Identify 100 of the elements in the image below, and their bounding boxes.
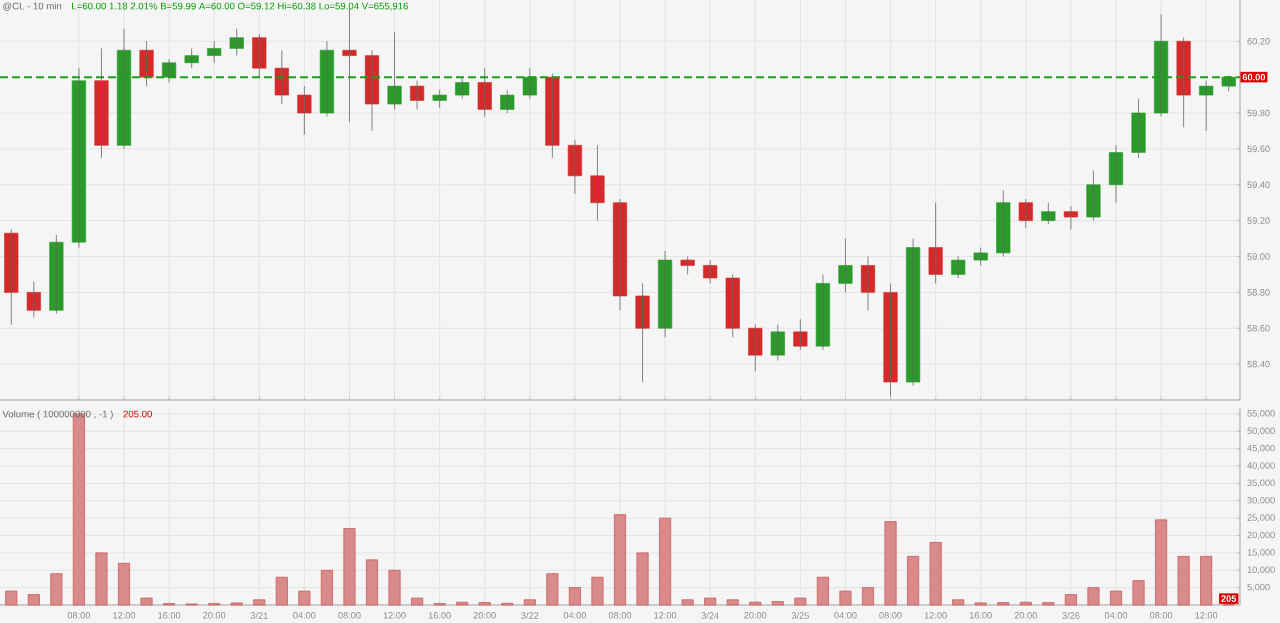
y-tick-label: 60.20 — [1247, 37, 1270, 45]
x-tick-label: 3/21 — [250, 612, 268, 619]
y-tick-label: 50,000 — [1247, 427, 1275, 436]
x-tick-label: 12:00 — [654, 612, 677, 619]
bar — [1087, 587, 1100, 606]
bar — [117, 562, 131, 606]
bar — [253, 599, 266, 606]
bar — [681, 599, 694, 606]
candlestick — [815, 274, 830, 351]
bar — [659, 517, 672, 606]
bar — [1064, 594, 1077, 606]
x-tick-label: 20:00 — [473, 612, 496, 619]
x-tick-label: 04:00 — [293, 612, 316, 619]
y-tick-label: 58.80 — [1247, 289, 1270, 296]
bar — [298, 590, 311, 606]
candlestick — [703, 259, 718, 284]
bar — [884, 521, 897, 606]
x-tick-label: 3/25 — [791, 612, 809, 619]
x-tick-label: 16:00 — [158, 612, 181, 619]
candlestick — [26, 281, 41, 318]
candlestick — [996, 189, 1011, 257]
bar — [749, 601, 762, 606]
candlestick — [951, 256, 966, 279]
candlestick — [1086, 170, 1101, 222]
bar — [1042, 602, 1055, 606]
candlestick — [477, 67, 492, 117]
candlestick — [1199, 80, 1214, 132]
bar — [952, 599, 965, 606]
bar — [839, 590, 852, 606]
data-label: 205 — [1221, 595, 1237, 602]
bar — [230, 602, 243, 606]
candlestick — [1131, 98, 1146, 159]
bar — [613, 514, 627, 606]
bar — [636, 552, 649, 606]
candlestick — [184, 48, 199, 69]
x-tick-label: 3/26 — [1062, 612, 1080, 619]
x-tick-label: 12:00 — [113, 612, 136, 619]
bar — [568, 587, 581, 606]
bar — [50, 573, 63, 606]
candlestick — [49, 234, 64, 315]
chart-title: Volume ( 100000000 , -1 ) — [2, 410, 113, 420]
ref-line-label: 60.00 — [1242, 73, 1266, 81]
chart-subtitle: L=60.00 1.18 2.01% B=59.99 A=60.00 O=59.12 Hi=60.38 Lo=59.04 V=655,916 — [72, 2, 408, 11]
y-tick-label: 59.40 — [1247, 181, 1270, 189]
y-tick-label: 20,000 — [1247, 531, 1275, 540]
bar — [1177, 555, 1190, 606]
candlestick — [274, 49, 289, 105]
bar — [140, 597, 153, 606]
candlestick — [793, 318, 808, 351]
chart-title: @CL - 10 min — [3, 2, 62, 11]
x-tick-label: 04:00 — [834, 612, 857, 619]
y-tick-label: 58.60 — [1247, 324, 1270, 332]
bar — [929, 542, 942, 606]
candlestick — [207, 40, 222, 64]
y-tick-label: 35,000 — [1247, 479, 1275, 488]
candlestick — [658, 250, 673, 338]
x-tick-label: 3/22 — [521, 612, 539, 619]
candlestick — [94, 48, 109, 159]
bar — [320, 569, 333, 606]
bar — [1132, 580, 1145, 606]
bar — [861, 587, 875, 606]
bar — [1019, 601, 1032, 606]
candlestick — [748, 324, 763, 372]
bar — [1200, 555, 1213, 606]
x-tick-label: 20:00 — [1014, 612, 1037, 619]
x-tick-label: 04:00 — [563, 612, 587, 619]
candlestick — [1176, 37, 1191, 128]
x-tick-label: 08:00 — [338, 612, 361, 619]
bar — [275, 576, 288, 606]
candlestick — [545, 73, 560, 159]
y-tick-label: 59.80 — [1247, 109, 1270, 117]
bar — [704, 597, 717, 606]
bar — [411, 597, 424, 606]
x-tick-label: 3/24 — [701, 612, 719, 619]
y-tick-label: 10,000 — [1247, 566, 1275, 575]
bar — [1109, 590, 1123, 606]
candlestick — [635, 283, 650, 383]
x-tick-label: 12:00 — [383, 612, 406, 619]
candlestick — [680, 256, 695, 275]
candlestick — [838, 238, 853, 293]
candlestick — [928, 202, 943, 284]
bar — [974, 602, 987, 606]
candlestick — [432, 89, 447, 109]
candlestick — [883, 283, 898, 397]
bar — [343, 528, 356, 606]
bar — [388, 569, 401, 606]
candlestick — [410, 80, 425, 110]
candlestick — [500, 89, 515, 114]
candlestick — [590, 144, 605, 222]
chart-subtitle: 205.00 — [123, 410, 152, 418]
x-tick-label: 08:00 — [67, 612, 91, 619]
y-tick-label: 30,000 — [1247, 496, 1275, 505]
candlestick — [1063, 205, 1078, 230]
x-tick-label: 12:00 — [924, 612, 947, 619]
y-tick-label: 58.40 — [1247, 360, 1270, 368]
y-tick-label: 40,000 — [1247, 462, 1275, 470]
bar — [907, 555, 920, 606]
candlestick — [770, 324, 785, 361]
candlestick — [973, 247, 988, 266]
bar — [456, 601, 469, 606]
